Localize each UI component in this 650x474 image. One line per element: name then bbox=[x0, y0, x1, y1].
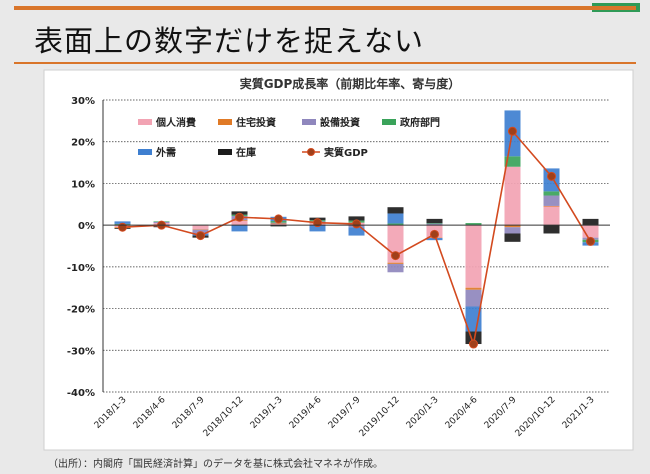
bar-segment bbox=[543, 225, 560, 234]
bar-segment bbox=[543, 191, 560, 196]
header-top-line bbox=[14, 6, 636, 10]
y-tick-label: -20% bbox=[67, 305, 95, 316]
gdp-marker bbox=[586, 236, 595, 246]
bar-segment bbox=[348, 216, 365, 221]
bar-segment bbox=[543, 205, 560, 207]
gdp-line-layer bbox=[118, 126, 595, 349]
bar-segment bbox=[387, 263, 404, 273]
bar-segment bbox=[270, 223, 287, 226]
gdp-marker bbox=[235, 212, 244, 222]
y-tick-label: 20% bbox=[71, 138, 95, 149]
gdp-marker bbox=[274, 214, 283, 224]
slide-title: 表面上の数字だけを捉えない bbox=[34, 24, 425, 58]
legend-swatch bbox=[138, 119, 152, 125]
bar-segment bbox=[270, 225, 287, 227]
gdp-marker bbox=[118, 222, 127, 232]
bar-segment bbox=[543, 195, 560, 206]
bar-segment bbox=[270, 223, 287, 225]
legend-label: 実質GDP bbox=[324, 146, 368, 159]
title-underline bbox=[14, 62, 636, 64]
legend-label: 設備投資 bbox=[320, 116, 360, 129]
chart-title: 実質GDP成長率（前期比年率、寄与度） bbox=[240, 76, 461, 91]
gdp-marker bbox=[469, 339, 478, 349]
bar-segment bbox=[309, 225, 326, 232]
legend-swatch bbox=[218, 149, 232, 155]
legend-label: 外需 bbox=[155, 146, 176, 159]
bar-segment bbox=[426, 223, 443, 226]
bar-segment bbox=[504, 227, 521, 234]
legend-swatch bbox=[302, 119, 316, 125]
legend-swatch bbox=[382, 119, 396, 125]
bar-segment bbox=[114, 221, 131, 224]
grid-layer bbox=[103, 99, 610, 393]
bar-segment bbox=[192, 229, 209, 230]
legend-label: 政府部門 bbox=[400, 116, 440, 129]
bar-segment bbox=[426, 223, 443, 224]
bar-segment bbox=[543, 206, 560, 226]
gdp-marker bbox=[508, 126, 517, 136]
y-tick-label: -40% bbox=[67, 388, 95, 399]
bar-segment bbox=[465, 289, 482, 307]
bar-segment bbox=[348, 227, 365, 236]
y-tick-label: -10% bbox=[67, 263, 95, 274]
bar-segment bbox=[426, 238, 443, 241]
bar-segment bbox=[504, 233, 521, 242]
chart-panel bbox=[43, 69, 634, 451]
gdp-marker bbox=[430, 229, 439, 239]
y-tick-label: 30% bbox=[71, 96, 95, 107]
bar-segment bbox=[192, 225, 209, 230]
legend-label: 在庫 bbox=[236, 146, 256, 159]
gdp-marker bbox=[352, 219, 361, 229]
gdp-marker bbox=[313, 218, 322, 228]
source-note: （出所）：内閣府「国民経済計算」のデータを基に株式会社マネネが作成。 bbox=[48, 459, 383, 470]
bar-segment bbox=[504, 166, 521, 226]
legend-label: 住宅投資 bbox=[236, 116, 276, 129]
gdp-marker bbox=[196, 231, 205, 241]
legend-swatch bbox=[218, 119, 232, 125]
bar-segment bbox=[465, 223, 482, 226]
gdp-marker bbox=[391, 251, 400, 261]
bar-segment bbox=[231, 220, 248, 226]
y-tick-label: -30% bbox=[67, 346, 95, 357]
bar-segment bbox=[387, 262, 404, 264]
legend-label: 個人消費 bbox=[155, 116, 196, 129]
bar-segment bbox=[504, 225, 521, 228]
bar-segment bbox=[426, 218, 443, 224]
bar-segment bbox=[387, 207, 404, 214]
legend-line-marker bbox=[307, 148, 315, 156]
y-tick-label: 10% bbox=[71, 179, 95, 190]
bar-segment bbox=[465, 225, 482, 288]
bar-segment bbox=[231, 225, 248, 232]
bar-segment bbox=[387, 213, 404, 224]
bar-segment bbox=[387, 223, 404, 226]
y-tick-label: 0% bbox=[78, 221, 95, 232]
bar-segment bbox=[582, 218, 599, 226]
bar-segment bbox=[504, 156, 521, 167]
gdp-marker bbox=[547, 171, 556, 181]
legend-swatch bbox=[138, 149, 152, 155]
bar-segment bbox=[465, 287, 482, 290]
